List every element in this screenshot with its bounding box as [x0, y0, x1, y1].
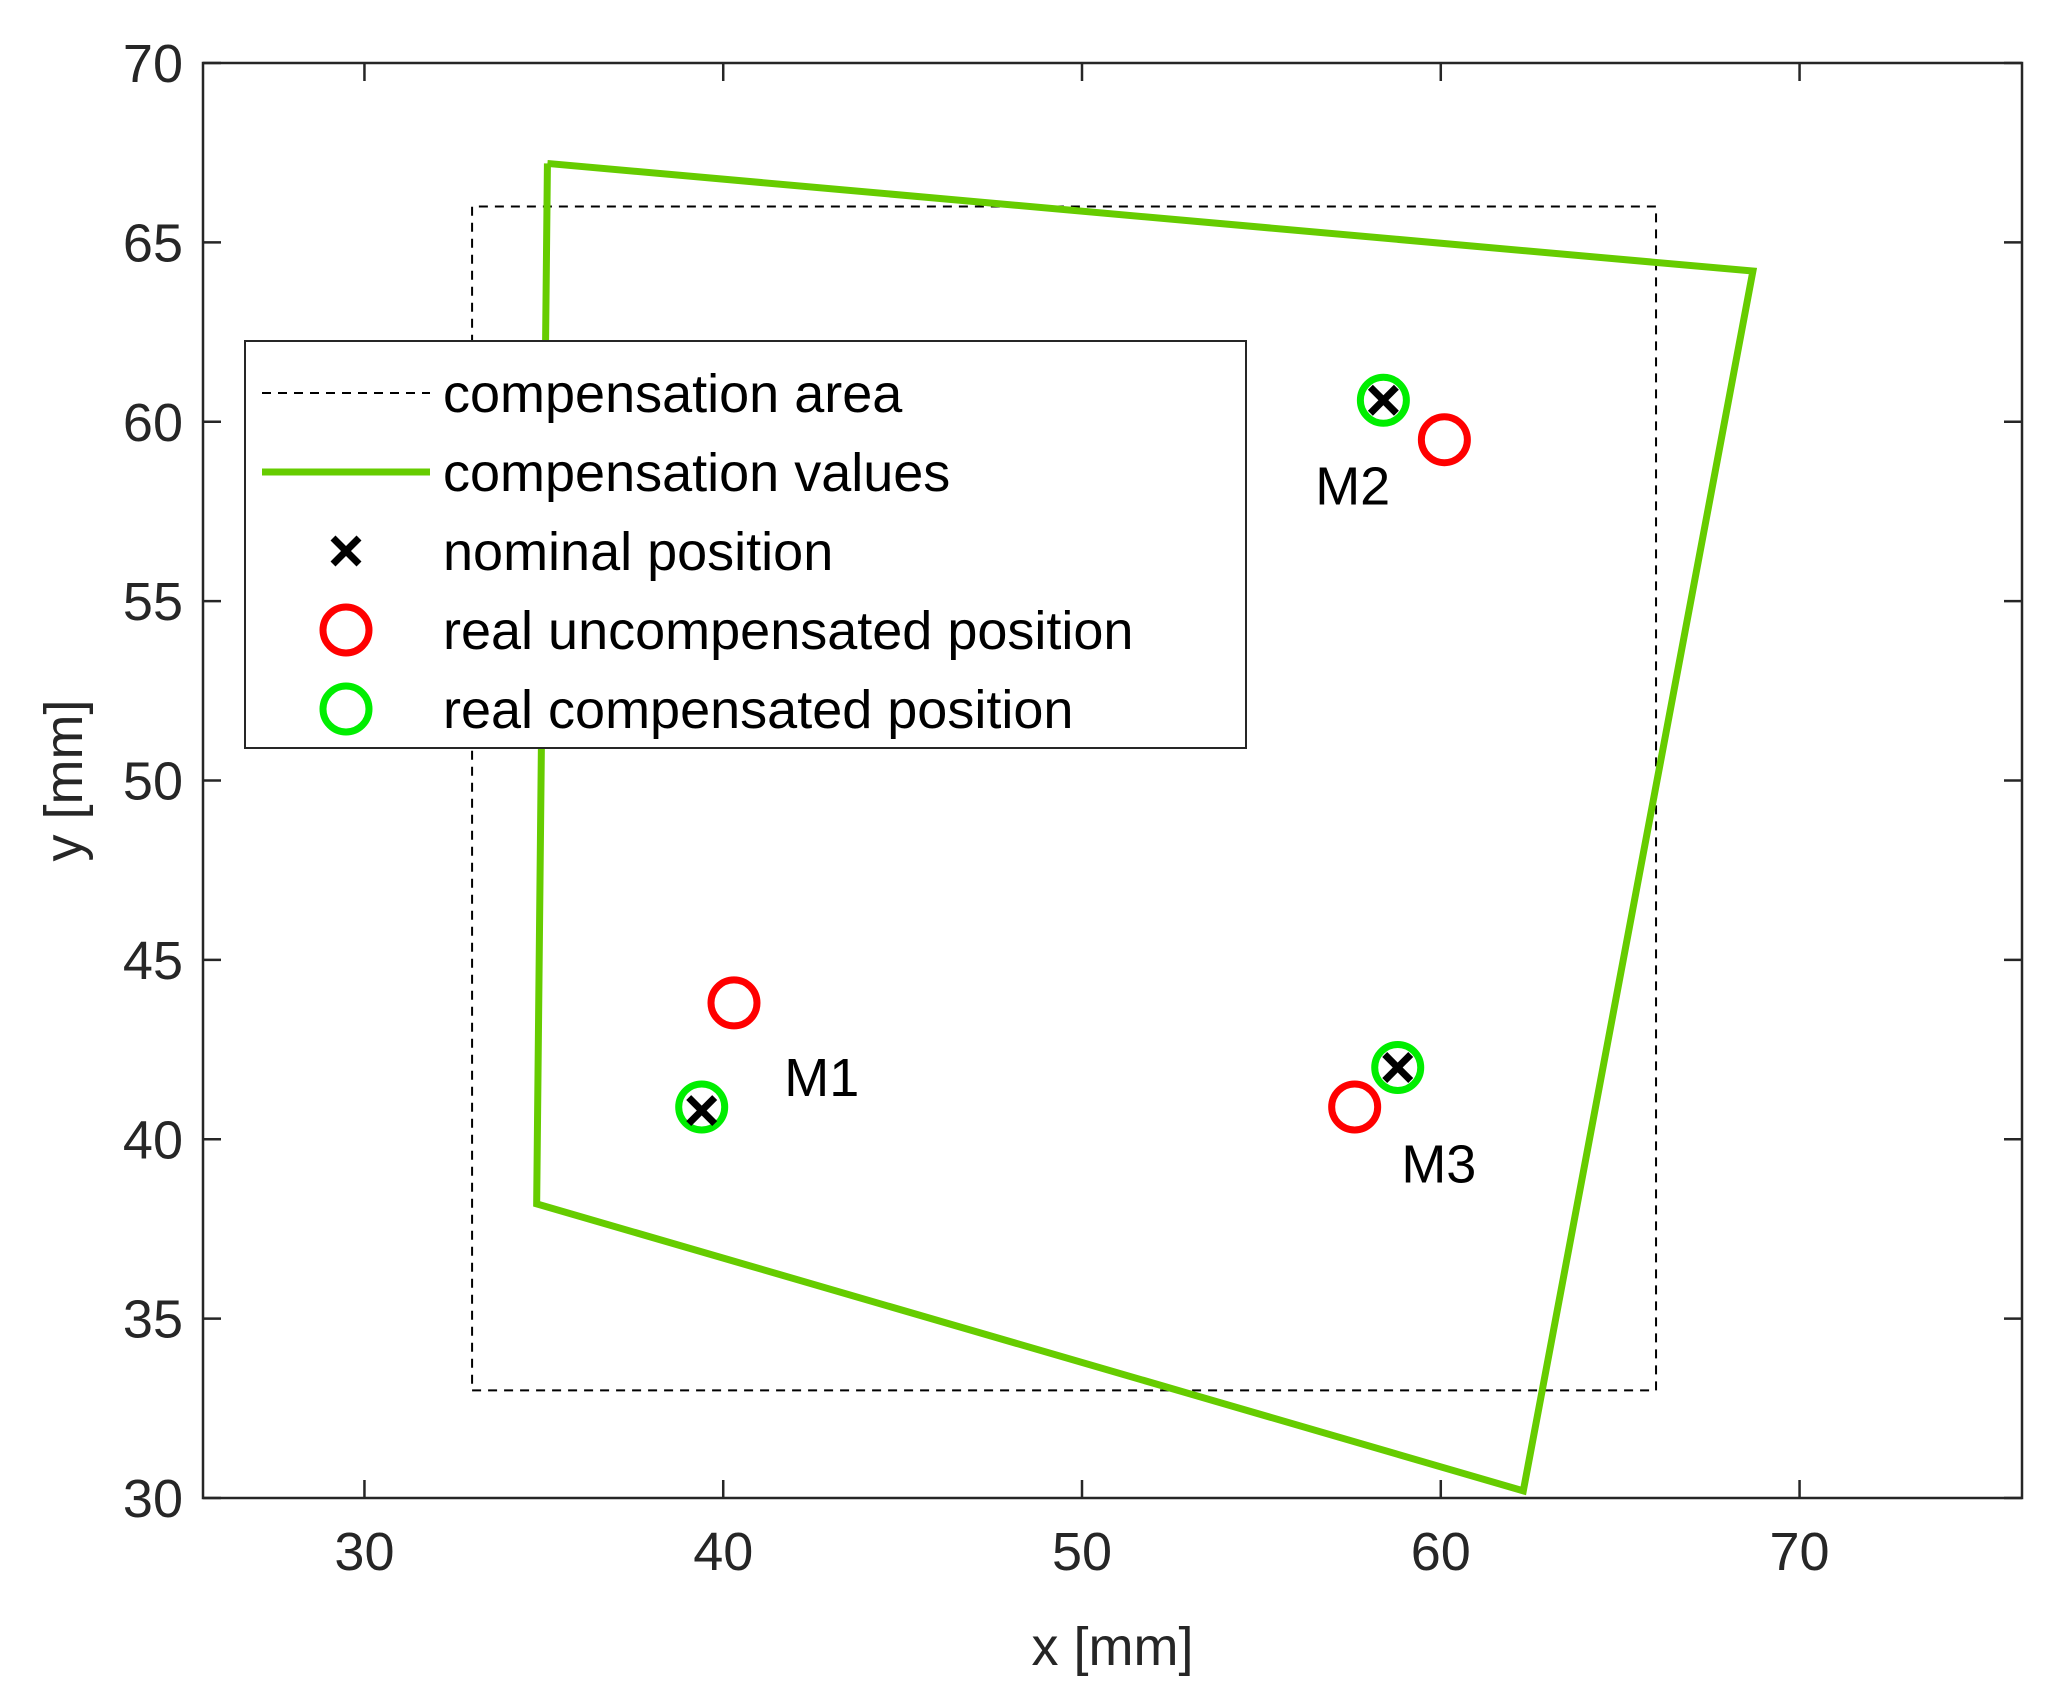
- compensation-values-line: [533, 159, 1758, 1496]
- legend-item: compensation values: [262, 443, 950, 503]
- legend-swatch-x: [330, 535, 362, 567]
- uncompensated-marker: [1417, 413, 1471, 467]
- x-marker-stroke: [1382, 1052, 1414, 1083]
- y-tick-label: 55: [123, 572, 183, 632]
- markers-layer: [675, 373, 1471, 1134]
- compensated-marker: [675, 1080, 729, 1134]
- legend-items: compensation area compensation values nomi…: [262, 364, 1133, 740]
- y-tick-label: 50: [123, 752, 183, 812]
- x-marker-stroke: [686, 1095, 718, 1127]
- compensation-area-line: [471, 205, 1658, 1392]
- legend-item: compensation area: [262, 364, 903, 424]
- point-label-m1: M1: [784, 1048, 859, 1108]
- legend-label: compensation values: [443, 443, 950, 503]
- point-labels-layer: M1 M2 M3: [784, 456, 1476, 1194]
- legend-label: nominal position: [443, 522, 833, 582]
- uncompensated-marker: [1328, 1080, 1382, 1134]
- legend-item: nominal position: [330, 522, 833, 582]
- y-axis-label: y [mm]: [34, 700, 94, 862]
- x-tick-label: 60: [1411, 1522, 1471, 1582]
- x-tick-label: 50: [1052, 1522, 1112, 1582]
- y-tick-label: 70: [123, 34, 183, 94]
- legend-swatch-circle: [319, 603, 373, 657]
- x-tick-label: 30: [334, 1522, 394, 1582]
- y-tick-label: 65: [123, 213, 183, 273]
- compensated-marker: [1371, 1041, 1425, 1094]
- nominal-marker: [1367, 384, 1399, 416]
- y-tick-label: 60: [123, 393, 183, 453]
- y-tick-label: 40: [123, 1110, 183, 1170]
- legend-swatch-circle: [319, 682, 373, 736]
- x-axis-label: x [mm]: [1032, 1617, 1194, 1677]
- x-marker-stroke: [330, 535, 362, 567]
- legend-label: real uncompensated position: [443, 601, 1133, 661]
- uncompensated-marker: [707, 976, 761, 1030]
- compensated-marker: [1356, 373, 1410, 427]
- legend-box: [244, 340, 1247, 749]
- y-tick-label: 35: [123, 1290, 183, 1350]
- legend-label: compensation area: [443, 364, 903, 424]
- legend-item: real compensated position: [319, 680, 1073, 740]
- point-label-m3: M3: [1401, 1134, 1476, 1194]
- nominal-marker: [686, 1095, 718, 1127]
- x-tick-label: 40: [693, 1522, 753, 1582]
- axis-ticks-layer: 30 40 50 60 70 30 35 40 45 50 55 60 65 70: [123, 34, 2022, 1582]
- legend: compensation area compensation values nomi…: [244, 340, 1247, 749]
- compensation-area-layer: [471, 205, 1658, 1392]
- nominal-marker: [1382, 1052, 1414, 1083]
- compensation-values-layer: [533, 159, 1758, 1496]
- x-marker-stroke: [1367, 384, 1399, 416]
- legend-item: real uncompensated position: [319, 601, 1133, 661]
- y-tick-label: 30: [123, 1469, 183, 1529]
- legend-label: real compensated position: [443, 680, 1073, 740]
- x-tick-label: 70: [1770, 1522, 1830, 1582]
- y-tick-label: 45: [123, 931, 183, 991]
- point-label-m2: M2: [1315, 456, 1390, 516]
